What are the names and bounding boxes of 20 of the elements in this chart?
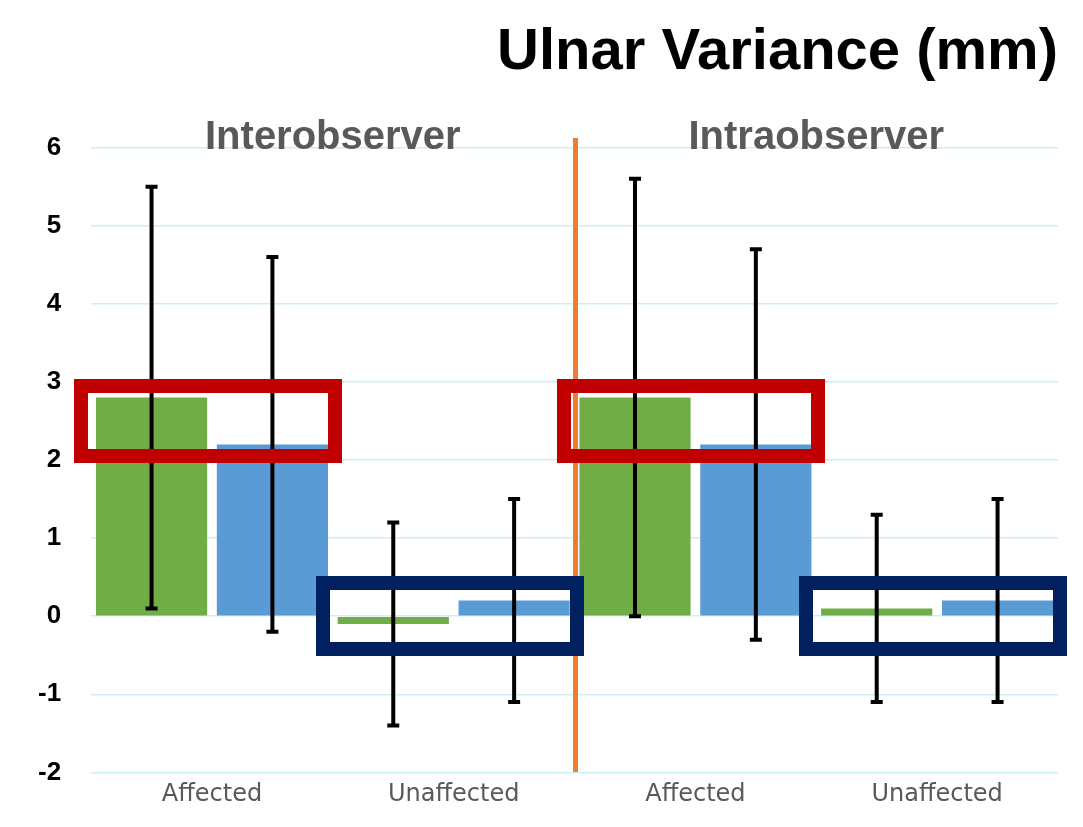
x-tick-label: Unaffected bbox=[388, 779, 520, 808]
y-tick-label: 3 bbox=[46, 365, 62, 396]
x-tick-label: Unaffected bbox=[871, 779, 1003, 808]
x-tick-label: Affected bbox=[645, 779, 746, 808]
y-tick-label: -1 bbox=[37, 677, 62, 708]
bar bbox=[941, 600, 1054, 616]
y-tick-label: 2 bbox=[46, 443, 62, 474]
y-tick-label: -2 bbox=[37, 755, 62, 786]
chart-title: Ulnar Variance (mm) bbox=[497, 15, 1058, 81]
y-tick-label: 1 bbox=[46, 521, 62, 552]
annotation: Intraobserver bbox=[688, 112, 945, 157]
annotation: Interobserver bbox=[205, 112, 461, 157]
x-tick-label: Affected bbox=[161, 779, 263, 808]
y-tick-label: 5 bbox=[46, 208, 62, 239]
bar bbox=[337, 616, 449, 625]
y-tick-label: 0 bbox=[46, 599, 62, 630]
y-tick-label: 4 bbox=[46, 286, 62, 317]
y-tick-label: 6 bbox=[46, 130, 62, 161]
bar bbox=[458, 600, 570, 616]
bar bbox=[821, 608, 933, 616]
